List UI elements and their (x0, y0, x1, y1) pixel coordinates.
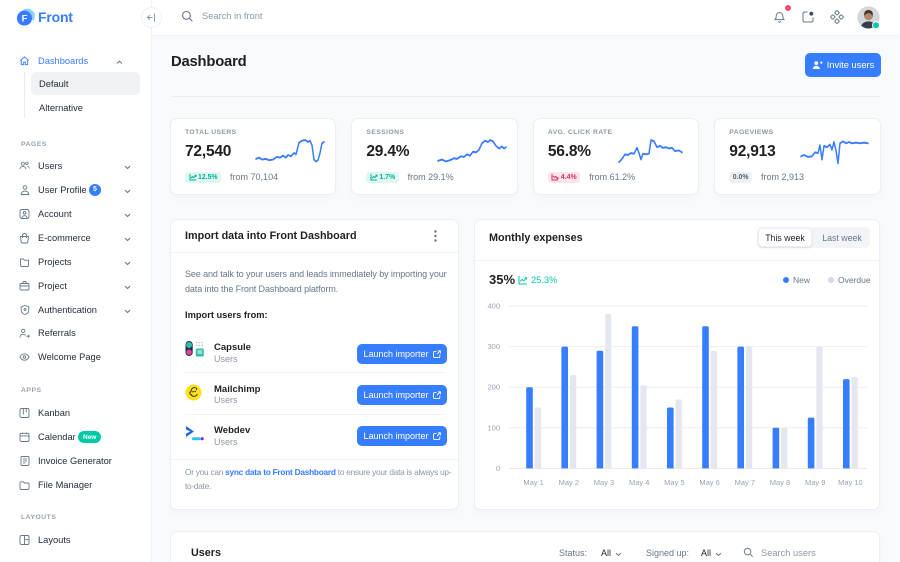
svg-text:May 7: May 7 (735, 478, 755, 487)
svg-text:May 4: May 4 (629, 478, 649, 487)
svg-text:May 8: May 8 (770, 478, 790, 487)
svg-text:May 5: May 5 (664, 478, 684, 487)
svg-text:0: 0 (496, 464, 500, 473)
svg-text:300: 300 (487, 342, 500, 351)
svg-text:200: 200 (487, 383, 500, 392)
svg-text:May 10: May 10 (838, 478, 863, 487)
svg-text:May 1: May 1 (523, 478, 543, 487)
svg-text:F: F (22, 14, 28, 25)
svg-text:May 9: May 9 (805, 478, 825, 487)
svg-text:May 2: May 2 (559, 478, 579, 487)
svg-text:100: 100 (487, 423, 500, 432)
svg-text:400: 400 (487, 302, 500, 311)
svg-text:May 6: May 6 (699, 478, 719, 487)
svg-text:May 3: May 3 (594, 478, 614, 487)
